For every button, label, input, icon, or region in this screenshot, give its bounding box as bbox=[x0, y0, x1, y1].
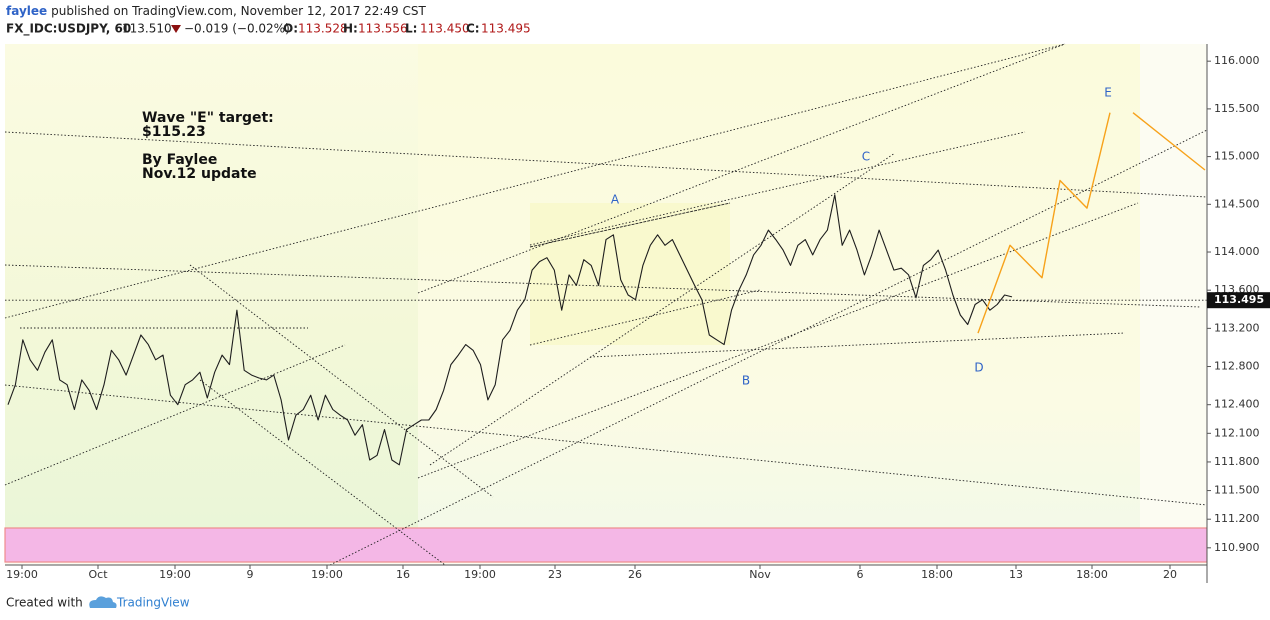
trend-line bbox=[529, 289, 761, 346]
trend-line bbox=[529, 131, 1026, 246]
x-tick-label: 9 bbox=[247, 568, 254, 581]
marks: A B C D E bbox=[5, 86, 1207, 466]
logo[interactable] bbox=[89, 596, 117, 608]
trend-line bbox=[4, 131, 1208, 198]
x-tick-label: 19:00 bbox=[159, 568, 191, 581]
pink-zone bbox=[4, 527, 1208, 563]
trend-line bbox=[189, 264, 494, 498]
created-with: Created with bbox=[6, 596, 83, 610]
note: By Faylee bbox=[142, 152, 217, 168]
x-tick-label: 19:00 bbox=[311, 568, 343, 581]
trend-lines bbox=[4, 43, 1208, 566]
note: Wave "E" target: bbox=[142, 110, 274, 126]
y-tick-label: 115.000 bbox=[1214, 150, 1260, 163]
note: $115.23 bbox=[142, 124, 206, 140]
x-tick-label: 19:00 bbox=[464, 568, 496, 581]
x-tick-label: 6 bbox=[857, 568, 864, 581]
y-tick-label: 112.800 bbox=[1214, 360, 1260, 373]
y-tick-label: 115.500 bbox=[1214, 102, 1260, 115]
wave-label: B bbox=[742, 374, 750, 388]
wave-label: E bbox=[1104, 86, 1112, 100]
x-tick-label: 18:00 bbox=[921, 568, 953, 581]
last-price-label: 113.495 bbox=[1214, 293, 1264, 306]
y-tick-label: 111.200 bbox=[1214, 512, 1260, 525]
x-tick-label: 16 bbox=[396, 568, 410, 581]
trend-line bbox=[429, 152, 896, 466]
publish-line: faylee published on TradingView.com, Nove… bbox=[6, 4, 426, 18]
trend-line bbox=[199, 379, 446, 566]
trend-line bbox=[529, 202, 731, 248]
user[interactable]: faylee bbox=[6, 4, 47, 18]
change: −0.019 (−0.02%) bbox=[184, 22, 290, 36]
y-tick-label: 111.800 bbox=[1214, 455, 1260, 468]
y-tick-label: 114.500 bbox=[1214, 197, 1260, 210]
trend-line bbox=[417, 43, 1066, 294]
price-line bbox=[7, 194, 1013, 466]
price: 113.510 bbox=[122, 22, 172, 36]
y-tick-label: 114.000 bbox=[1214, 245, 1260, 258]
x-tick-label: 18:00 bbox=[1076, 568, 1108, 581]
last-price-tag bbox=[1207, 292, 1270, 309]
symbol: FX_IDC:USDJPY, 60 bbox=[6, 22, 131, 37]
ohlc-value: 113.495 bbox=[481, 22, 531, 36]
zone bbox=[530, 203, 730, 345]
ohlc-label: C: bbox=[466, 22, 480, 36]
wave-label: D bbox=[974, 361, 983, 375]
note: Nov.12 update bbox=[142, 166, 257, 182]
published: published on TradingView.com, November 1… bbox=[51, 4, 426, 18]
ohlc-label: H: bbox=[343, 22, 358, 36]
x-tick-label: Oct bbox=[88, 568, 108, 581]
y-tick-label: 116.000 bbox=[1214, 54, 1260, 67]
x-tick-label: 19:00 bbox=[6, 568, 38, 581]
x-tick-label: 26 bbox=[628, 568, 642, 581]
wave-label: A bbox=[611, 193, 620, 207]
zone bbox=[5, 44, 418, 528]
y-tick-label: 113.200 bbox=[1214, 321, 1260, 334]
y-tick-label: 112.400 bbox=[1214, 398, 1260, 411]
x-tick-label: 13 bbox=[1009, 568, 1023, 581]
y-tick-label: 112.100 bbox=[1214, 426, 1260, 439]
x-axis-bg bbox=[5, 565, 1207, 583]
zone bbox=[418, 44, 1140, 528]
down-arrow bbox=[171, 25, 181, 33]
projection-line bbox=[977, 112, 1206, 334]
y-tick-label: 111.500 bbox=[1214, 484, 1260, 497]
x-tick-label: 23 bbox=[548, 568, 562, 581]
trend-line bbox=[329, 129, 1208, 566]
brand[interactable]: TradingView bbox=[116, 596, 190, 610]
ohlc-value: 113.528 bbox=[298, 22, 348, 36]
ohlc-label: L: bbox=[405, 22, 417, 36]
trend-line bbox=[417, 202, 1139, 479]
ohlc-label: O: bbox=[283, 22, 298, 36]
ohlc-value: 113.450 bbox=[420, 22, 470, 36]
trend-line bbox=[4, 43, 1066, 319]
wave-label: C bbox=[862, 150, 870, 164]
x-tick-label: Nov bbox=[749, 568, 771, 581]
x-tick-label: 20 bbox=[1163, 568, 1177, 581]
ohlc-value: 113.556 bbox=[358, 22, 408, 36]
y-tick-label: 110.900 bbox=[1214, 541, 1260, 554]
axes: 116.000115.500115.000114.500114.000113.6… bbox=[6, 54, 1270, 581]
